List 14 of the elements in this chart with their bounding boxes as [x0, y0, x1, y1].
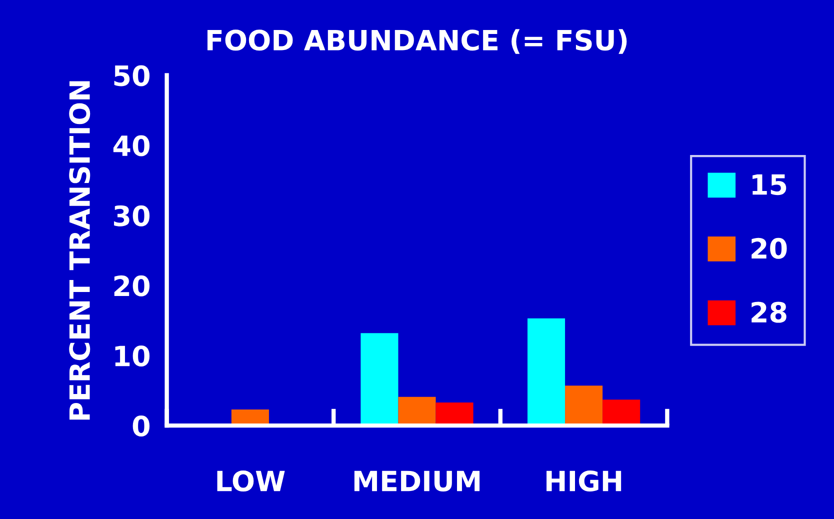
x-tick-label: HIGH: [546, 470, 622, 492]
y-tick-label: 50: [114, 65, 150, 86]
chart-title: FOOD ABUNDANCE (= FSU): [207, 29, 627, 54]
y-tick-label: 0: [132, 416, 150, 437]
y-tick-label: 30: [114, 205, 150, 226]
x-tick-label: MEDIUM: [354, 470, 480, 492]
legend-label: 28: [752, 302, 786, 323]
legend-label: 15: [752, 174, 786, 196]
y-tick-label: 10: [115, 345, 150, 366]
y-axis-title: PERCENT TRANSITION: [69, 81, 90, 420]
x-tick-label: LOW: [217, 470, 285, 492]
y-tick-label: 40: [113, 135, 150, 156]
y-tick-label: 20: [114, 275, 150, 296]
legend-label: 20: [752, 238, 787, 259]
